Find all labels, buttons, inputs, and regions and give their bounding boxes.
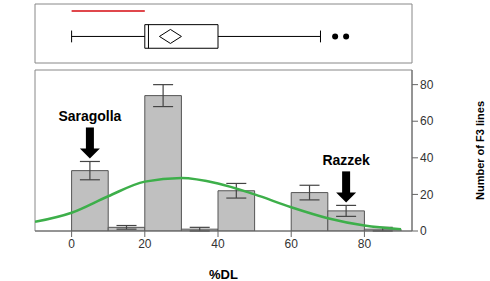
svg-text:Number of F3 lines: Number of F3 lines — [474, 101, 482, 200]
svg-text:0: 0 — [420, 224, 427, 238]
svg-text:%DL: %DL — [209, 267, 238, 281]
svg-text:80: 80 — [358, 237, 372, 251]
svg-text:80: 80 — [420, 78, 434, 92]
svg-text:40: 40 — [420, 151, 434, 165]
svg-text:20: 20 — [420, 188, 434, 202]
svg-text:60: 60 — [420, 114, 434, 128]
svg-text:0: 0 — [68, 237, 75, 251]
svg-text:20: 20 — [138, 237, 152, 251]
svg-text:40: 40 — [211, 237, 225, 251]
svg-text:60: 60 — [285, 237, 299, 251]
svg-text:Saragolla: Saragolla — [58, 108, 121, 124]
svg-text:Razzek: Razzek — [322, 152, 370, 168]
